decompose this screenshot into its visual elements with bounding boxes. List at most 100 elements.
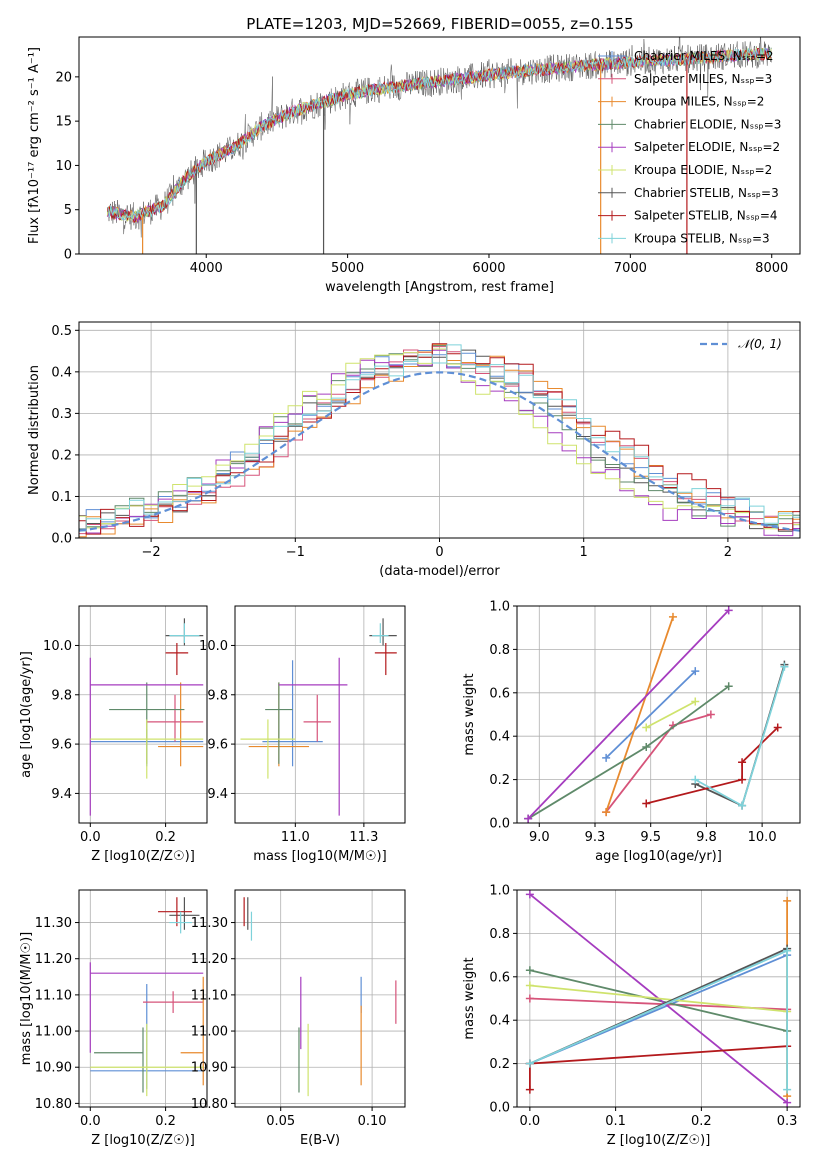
errorbar-point bbox=[374, 642, 397, 676]
errorbar-point bbox=[278, 657, 348, 816]
plus-marker bbox=[602, 753, 611, 762]
mass-weight-line bbox=[529, 969, 788, 1032]
plus-marker bbox=[783, 896, 792, 905]
legend-entry: Kroupa ELODIE, Nₛₛₚ=2 bbox=[634, 163, 772, 177]
legend-entry: Chabrier ELODIE, Nₛₛₚ=3 bbox=[634, 117, 781, 131]
y-tick-label: 0.6 bbox=[489, 686, 510, 701]
x-axis-label: Z [log10(Z/Z☉)] bbox=[607, 1133, 711, 1148]
plus-marker bbox=[738, 758, 747, 767]
legend-entry: Salpeter ELODIE, Nₛₛₚ=2 bbox=[634, 140, 780, 154]
histogram-series bbox=[79, 345, 800, 530]
plus-marker bbox=[525, 994, 534, 1003]
plus-marker bbox=[706, 710, 715, 719]
histogram-series bbox=[79, 348, 800, 530]
y-axis-label: mass [log10(M/M☉)] bbox=[19, 932, 34, 1065]
plus-marker bbox=[668, 612, 677, 621]
errorbar-point bbox=[143, 991, 204, 1013]
spectrum-panel: 4000 5000 6000 7000 8000 0 5 10 15 20 PLATE=1203, … bbox=[27, 15, 801, 295]
legend-entry: 𝒩(0, 1) bbox=[738, 337, 782, 351]
x-tick-label: 4000 bbox=[190, 261, 223, 276]
y-tick-label: 10.0 bbox=[43, 639, 72, 654]
x-tick-label: 0.1 bbox=[605, 1114, 626, 1129]
y-tick-label: 15 bbox=[55, 115, 72, 130]
mass-weight-line bbox=[527, 609, 730, 820]
x-tick-label: 10.0 bbox=[748, 830, 777, 845]
errorbar-point bbox=[262, 660, 323, 767]
plus-marker bbox=[738, 775, 747, 784]
x-tick-label: −1 bbox=[286, 545, 305, 560]
y-tick-label: 11.30 bbox=[191, 916, 228, 931]
plus-marker bbox=[691, 667, 700, 676]
weight-vs-metallicity-panel: 0.0 0.1 0.2 0.3 0.0 0.2 0.4 0.6 0.8 1.0 Z [log10(Z… bbox=[462, 884, 801, 1148]
legend-entry: Chabrier MILES, Nₛₛₚ=2 bbox=[634, 49, 774, 63]
y-tick-label: 0.5 bbox=[51, 324, 72, 339]
plus-marker bbox=[724, 682, 733, 691]
x-axis-label: Z [log10(Z/Z☉)] bbox=[91, 1133, 195, 1148]
x-tick-label: 9.5 bbox=[640, 830, 661, 845]
errorbar-point bbox=[372, 623, 389, 643]
y-tick-label: 0.2 bbox=[51, 448, 72, 463]
y-tick-label: 10.80 bbox=[191, 1097, 228, 1112]
mass-weight-line bbox=[529, 1045, 788, 1090]
y-tick-label: 11.30 bbox=[35, 916, 72, 931]
x-tick-label: 0.2 bbox=[155, 1114, 176, 1129]
x-tick-label: 0.2 bbox=[691, 1114, 712, 1129]
x-tick-label: 0.3 bbox=[777, 1114, 798, 1129]
x-tick-label: 11.0 bbox=[281, 830, 310, 845]
errorbar-point bbox=[89, 962, 204, 1053]
plus-marker bbox=[525, 966, 534, 975]
y-tick-label: 10 bbox=[55, 159, 72, 174]
y-tick-label: 10.90 bbox=[35, 1061, 72, 1076]
x-tick-label: 0 bbox=[435, 545, 443, 560]
x-tick-label: 0.10 bbox=[358, 1114, 387, 1129]
legend-entry: Chabrier STELIB, Nₛₛₚ=3 bbox=[634, 186, 779, 200]
plus-marker bbox=[691, 775, 700, 784]
plus-marker bbox=[524, 814, 533, 823]
x-tick-label: 11.3 bbox=[349, 830, 378, 845]
plus-marker bbox=[783, 1098, 792, 1107]
x-tick-label: 5000 bbox=[331, 261, 364, 276]
mass-weight-line bbox=[605, 713, 712, 813]
x-tick-label: 7000 bbox=[614, 261, 647, 276]
y-tick-label: 0.2 bbox=[489, 1057, 510, 1072]
mass-weight-line bbox=[527, 685, 730, 820]
x-tick-label: 9.8 bbox=[696, 830, 717, 845]
axes-frame bbox=[78, 321, 801, 539]
spectrum-series-line bbox=[106, 48, 772, 224]
x-axis-label: Z [log10(Z/Z☉)] bbox=[91, 849, 195, 864]
errorbar-point bbox=[90, 719, 204, 779]
y-tick-label: 9.6 bbox=[51, 738, 72, 753]
errorbar-point bbox=[158, 897, 192, 927]
y-tick-label: 11.10 bbox=[191, 988, 228, 1003]
errorbar-point bbox=[146, 694, 204, 742]
mass-weight-line bbox=[645, 700, 696, 729]
y-tick-label: 11.10 bbox=[35, 988, 72, 1003]
weight-vs-age-panel: 9.0 9.3 9.5 9.8 10.0 0.0 0.2 0.4 0.6 0.8 1.0 age [l… bbox=[462, 600, 801, 864]
y-tick-label: 0.1 bbox=[51, 490, 72, 505]
errorbar-point bbox=[90, 1023, 204, 1097]
y-tick-label: 1.0 bbox=[489, 884, 510, 899]
y-axis-label: mass weight bbox=[462, 673, 477, 755]
y-tick-label: 0.4 bbox=[489, 1014, 510, 1029]
y-tick-label: 0.4 bbox=[51, 365, 72, 380]
x-tick-label: 0.0 bbox=[80, 830, 101, 845]
axes-frame bbox=[516, 605, 801, 824]
errorbar-point bbox=[165, 642, 189, 676]
y-tick-label: 0.0 bbox=[489, 817, 510, 832]
y-tick-label: 0.8 bbox=[489, 643, 510, 658]
chart-title: PLATE=1203, MJD=52669, FIBERID=0055, z=0… bbox=[246, 15, 633, 33]
y-tick-label: 10.0 bbox=[199, 639, 228, 654]
y-tick-label: 11.20 bbox=[35, 952, 72, 967]
y-tick-label: 0.0 bbox=[489, 1101, 510, 1116]
histogram-series bbox=[79, 344, 800, 532]
x-tick-label: −2 bbox=[142, 545, 161, 560]
errorbar-point bbox=[369, 618, 397, 646]
errorbar-point bbox=[303, 694, 331, 742]
axes-frame bbox=[78, 889, 208, 1108]
y-tick-label: 5 bbox=[64, 203, 72, 218]
axes-frame bbox=[234, 889, 406, 1108]
histogram-series bbox=[79, 343, 800, 535]
legend-entry: Salpeter MILES, Nₛₛₚ=3 bbox=[634, 72, 772, 86]
y-tick-label: 0 bbox=[64, 248, 72, 263]
